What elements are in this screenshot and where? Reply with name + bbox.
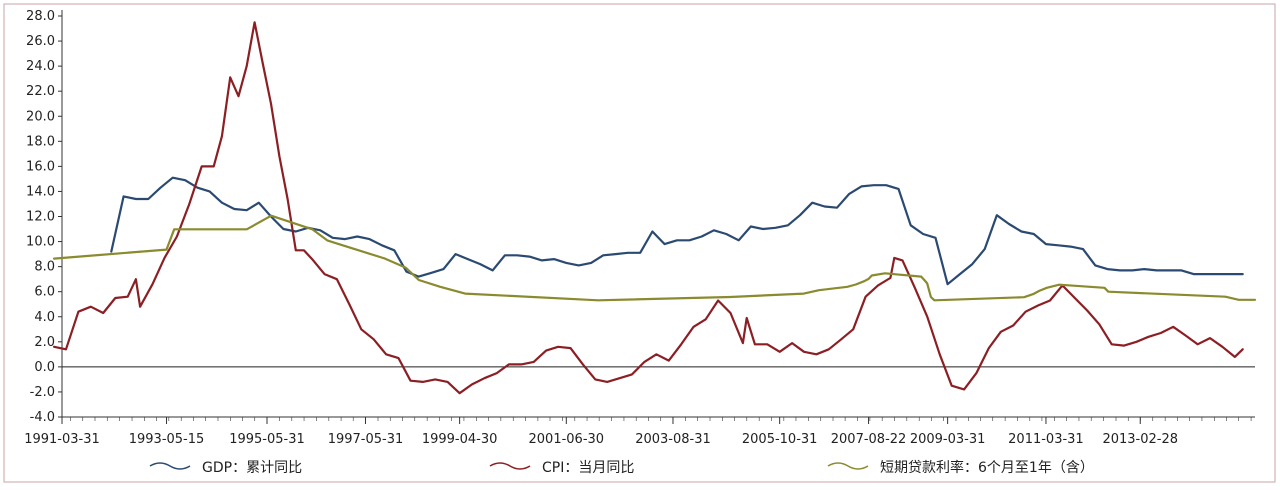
x-tick-label: 1999-04-30	[422, 432, 498, 447]
y-tick-label: 26.0	[26, 34, 55, 49]
y-tick-label: 10.0	[26, 235, 55, 250]
y-tick-label: 20.0	[26, 109, 55, 124]
legend-swatch	[489, 462, 531, 470]
series-line-1	[53, 21, 1244, 395]
y-tick-label: 28.0	[26, 9, 55, 24]
legend-item-label: 短期贷款利率：6个月至1年（含）	[880, 459, 1094, 476]
x-tick-label: 2007-08-22	[831, 432, 907, 447]
legend-swatch	[827, 462, 869, 470]
x-tick-label: 2001-06-30	[529, 432, 605, 447]
y-tick-label: 12.0	[26, 210, 55, 225]
x-tick-label: 2003-08-31	[635, 432, 711, 447]
axes: -4.0 -2.0 0.0 2.0 4.0 6.0 8.0 10.0 12.0 14.0 16.0 1…	[24, 9, 1255, 447]
y-tick-label: -2.0	[30, 385, 55, 400]
y-tick-label: 16.0	[26, 159, 55, 174]
legend-item-label: GDP：累计同比	[202, 460, 302, 476]
legend-item-label: CPI：当月同比	[542, 460, 634, 476]
y-tick-label: 22.0	[26, 84, 55, 99]
y-tick-label: 0.0	[34, 360, 55, 375]
x-tick-label: 1995-05-31	[229, 432, 305, 447]
x-tick-label: 2009-03-31	[910, 432, 986, 447]
x-tick-label: 2013-02-28	[1102, 432, 1178, 447]
y-tick-label: 2.0	[34, 335, 55, 350]
series-lines	[53, 21, 1257, 395]
chart-border	[3, 3, 1276, 483]
y-tick-label: -4.0	[30, 410, 55, 425]
series-line-0	[110, 176, 1244, 286]
x-tick-label: 2005-10-31	[742, 432, 818, 447]
y-tick-label: 14.0	[26, 184, 55, 199]
x-tick-label: 1997-05-31	[328, 432, 404, 447]
y-tick-label: 24.0	[26, 59, 55, 74]
y-tick-label: 18.0	[26, 134, 55, 149]
y-tick-label: 6.0	[34, 285, 55, 300]
y-tick-label: 4.0	[34, 310, 55, 325]
x-tick-label: 2011-03-31	[1008, 432, 1084, 447]
legend: GDP：累计同比 CPI：当月同比 短期贷款利率：6个月至1年（含）	[149, 459, 1094, 476]
series-line-2	[53, 214, 1257, 302]
x-tick-label: 1993-05-15	[129, 432, 205, 447]
chart-frame	[3, 3, 1276, 483]
legend-swatch	[149, 462, 191, 470]
y-tick-label: 8.0	[34, 260, 55, 275]
x-tick-label: 1991-03-31	[24, 432, 100, 447]
